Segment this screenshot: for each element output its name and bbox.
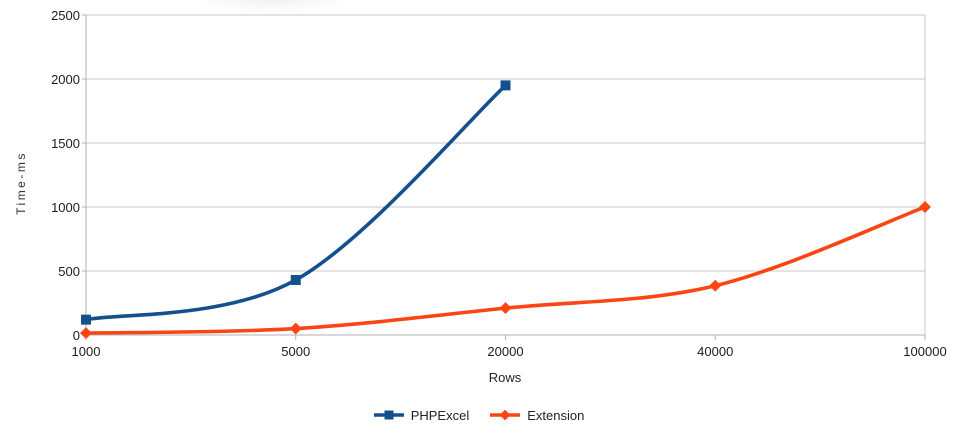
data-point-extension: [289, 322, 302, 335]
x-axis-title: Rows: [488, 370, 522, 385]
y-tick-label: 1000: [51, 199, 80, 215]
data-point-phpexcel: [81, 314, 91, 325]
data-point-phpexcel: [500, 80, 511, 91]
y-tick-label: 1500: [51, 135, 80, 151]
data-point-extension: [499, 302, 512, 315]
legend-item-phpexcel: PHPExcel: [373, 407, 470, 423]
series-line-extension: [84, 205, 927, 335]
y-tick-label: 0: [72, 327, 80, 343]
x-tick-label: 40000: [697, 344, 734, 359]
data-point-extension: [919, 201, 931, 213]
series-line-phpexcel: [84, 83, 508, 322]
data-point-extension: [80, 327, 92, 340]
y-tick-label: 2000: [51, 71, 80, 87]
x-tick-label: 100000: [903, 344, 947, 359]
x-tick-label: 20000: [487, 344, 524, 359]
y-tick-label: 500: [58, 263, 80, 279]
y-axis-title: Time-ms: [14, 151, 28, 215]
diamond-marker-icon: [490, 409, 521, 421]
data-point-extension: [709, 279, 722, 292]
square-marker-icon: [373, 410, 404, 420]
legend-label: Extension: [527, 407, 585, 423]
x-tick-label: 5000: [281, 344, 311, 359]
legend-label: PHPExcel: [410, 407, 470, 423]
y-tick-label: 2500: [51, 7, 80, 23]
x-tick-label: 1000: [71, 344, 101, 359]
data-point-phpexcel: [290, 274, 301, 285]
legend-item-extension: Extension: [489, 408, 584, 423]
legend: PHPExcel Extension: [0, 405, 957, 425]
